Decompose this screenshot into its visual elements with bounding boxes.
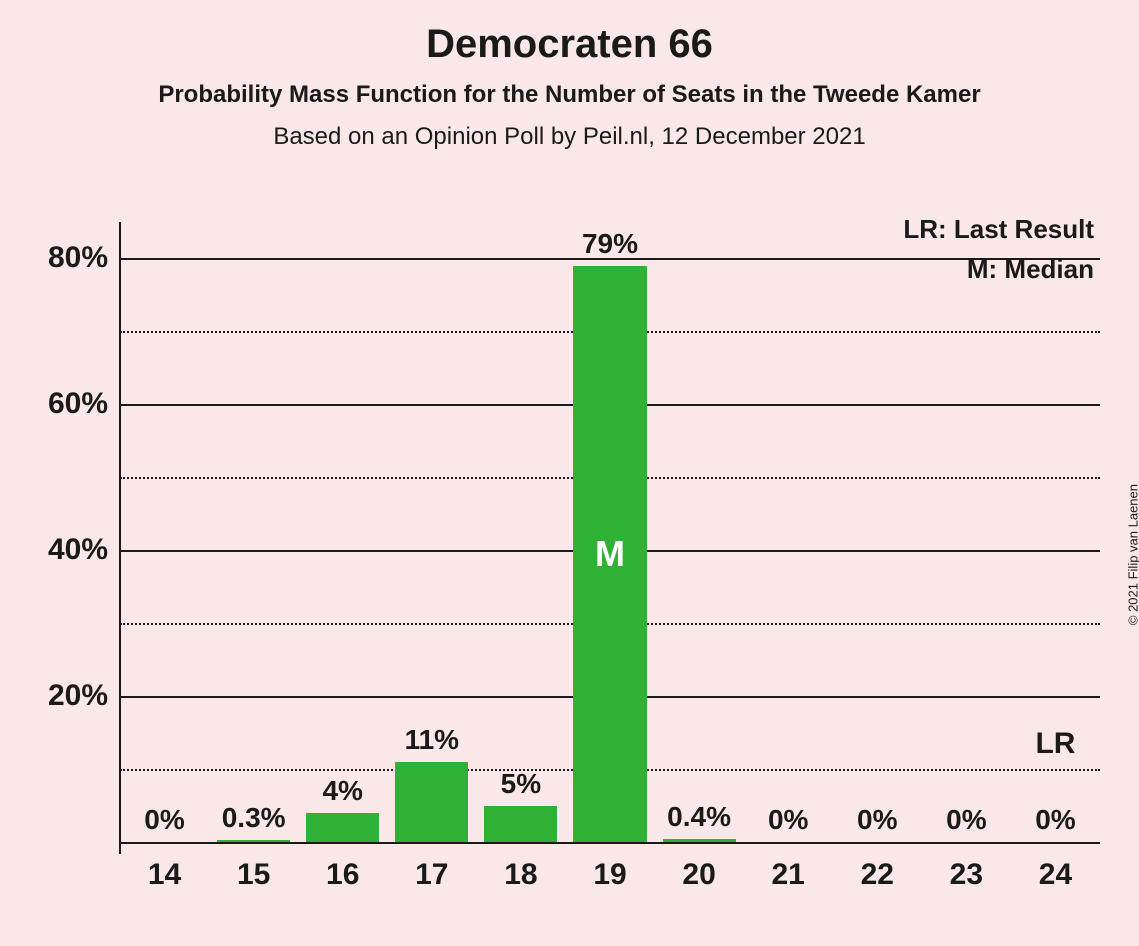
- x-axis-tick-label: 24: [1039, 858, 1072, 892]
- x-axis-tick-label: 17: [415, 858, 448, 892]
- bar-value-label: 79%: [582, 228, 638, 260]
- chart-subtitle-2: Based on an Opinion Poll by Peil.nl, 12 …: [0, 123, 1139, 151]
- bar-value-label: 0%: [857, 804, 897, 836]
- legend-median: M: Median: [967, 254, 1094, 285]
- bar: [395, 762, 468, 842]
- y-axis-tick-label: 80%: [48, 241, 108, 275]
- bar-value-label: 0%: [946, 804, 986, 836]
- x-axis-tick-label: 21: [771, 858, 804, 892]
- x-axis-tick-label: 15: [237, 858, 270, 892]
- median-marker: M: [595, 533, 625, 575]
- bar: [484, 806, 557, 842]
- bar: [663, 839, 736, 842]
- bar-value-label: 0.3%: [222, 802, 286, 834]
- bar-value-label: 0.4%: [667, 801, 731, 833]
- bar-value-label: 5%: [501, 768, 541, 800]
- bar-value-label: 4%: [322, 775, 362, 807]
- y-axis-tick-label: 40%: [48, 533, 108, 567]
- chart-title: Democraten 66: [0, 22, 1139, 67]
- x-axis-tick-label: 18: [504, 858, 537, 892]
- bar-value-label: 0%: [144, 804, 184, 836]
- y-axis-tick-label: 20%: [48, 679, 108, 713]
- x-axis-tick-label: 19: [593, 858, 626, 892]
- y-axis-tick-label: 60%: [48, 387, 108, 421]
- bar-value-label: 0%: [1035, 804, 1075, 836]
- x-axis-tick-label: 22: [861, 858, 894, 892]
- bar-value-label: 0%: [768, 804, 808, 836]
- copyright-text: © 2021 Filip van Laenen: [1126, 484, 1139, 625]
- y-axis-line: [119, 222, 121, 854]
- x-axis-tick-label: 23: [950, 858, 983, 892]
- chart-subtitle-1: Probability Mass Function for the Number…: [0, 81, 1139, 109]
- bar: [306, 813, 379, 842]
- bar-value-label: 11%: [405, 724, 460, 756]
- x-axis-tick-label: 16: [326, 858, 359, 892]
- legend-last-result: LR: Last Result: [903, 214, 1094, 245]
- bar: [217, 840, 290, 842]
- last-result-marker: LR: [1035, 727, 1075, 761]
- bar-chart: 20%40%60%80%0%140.3%154%1611%175%1879%19…: [120, 222, 1100, 842]
- gridline-major: [120, 842, 1100, 844]
- x-axis-tick-label: 20: [682, 858, 715, 892]
- x-axis-tick-label: 14: [148, 858, 181, 892]
